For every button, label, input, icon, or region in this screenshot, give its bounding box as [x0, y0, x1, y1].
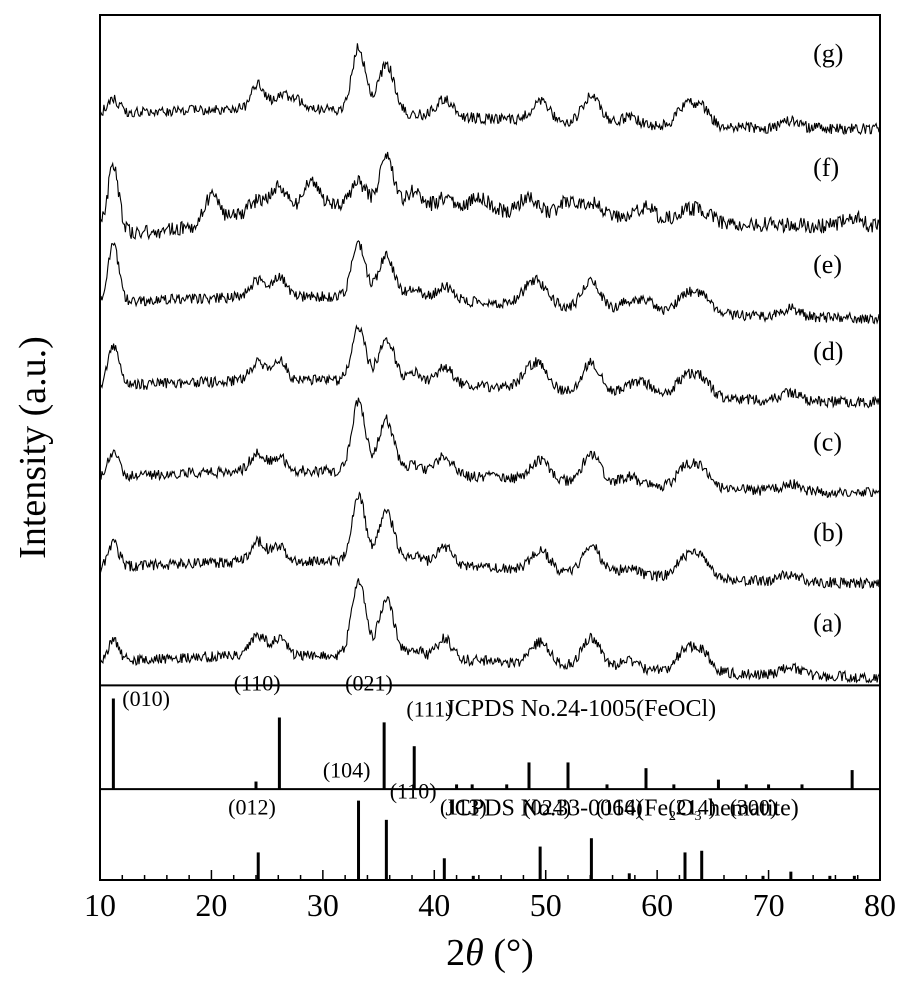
ref-panel-feocl: (010)(110)(021)(111)JCPDS No.24-1005(FeO… — [113, 671, 852, 790]
x-tick-label: 40 — [418, 887, 450, 923]
xrd-chart: (012)(104)(110)(113)(024)(116)(214)(300)… — [0, 0, 901, 1000]
ref-peak-label: (104) — [323, 757, 371, 782]
spectrum-d — [100, 326, 880, 407]
chart-svg: (012)(104)(110)(113)(024)(116)(214)(300)… — [0, 0, 901, 1000]
spectrum-label-g: (g) — [813, 39, 843, 68]
x-axis-label: 2θ (°) — [446, 932, 534, 974]
x-tick-label: 10 — [84, 887, 116, 923]
x-tick-label: 80 — [864, 887, 896, 923]
plot-frame — [100, 15, 880, 880]
x-tick-label: 30 — [307, 887, 339, 923]
spectrum-label-e: (e) — [813, 250, 842, 279]
x-tick-label: 50 — [530, 887, 562, 923]
ref-peak-label: (110) — [234, 671, 281, 696]
spectrum-a — [100, 578, 880, 682]
ref-peak-label: (010) — [122, 686, 170, 711]
spectrum-f — [100, 152, 880, 239]
spectrum-g — [100, 43, 880, 134]
spectrum-c — [100, 398, 880, 498]
ref-peak-label: (012) — [228, 795, 276, 820]
ref-panel-hematite: (012)(104)(110)(113)(024)(116)(214)(300)… — [228, 757, 854, 880]
spectrum-label-a: (a) — [813, 609, 842, 638]
y-axis-label: Intensity (a.u.) — [12, 336, 54, 559]
spectrum-label-f: (f) — [813, 153, 839, 182]
x-tick-label: 70 — [753, 887, 785, 923]
spectrum-b — [100, 493, 880, 588]
spectrum-label-c: (c) — [813, 428, 842, 457]
x-tick-label: 20 — [195, 887, 227, 923]
spectrum-e — [100, 241, 880, 324]
spectrum-label-d: (d) — [813, 337, 843, 366]
ref-panel-title-feocl: JCPDS No.24-1005(FeOCl) — [445, 696, 716, 722]
spectrum-label-b: (b) — [813, 518, 843, 547]
ref-panel-title-hematite: JCPDS No.33-0064(Fe₂O₃ hematite) — [445, 796, 798, 822]
ref-peak-label: (021) — [345, 671, 393, 696]
x-tick-label: 60 — [641, 887, 673, 923]
